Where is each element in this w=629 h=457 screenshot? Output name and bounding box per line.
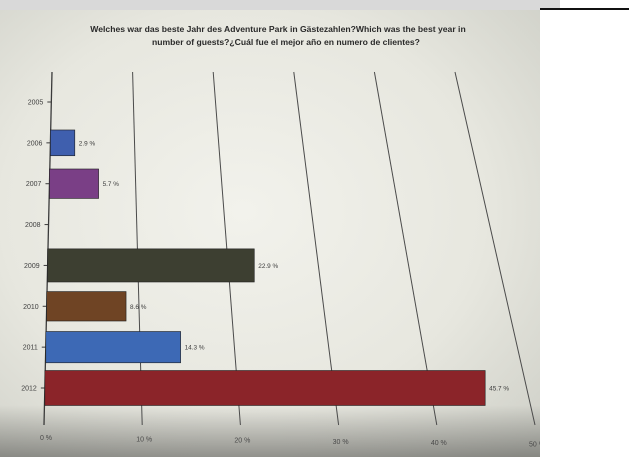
y-tick-label-4: 2009 — [24, 263, 40, 270]
value-label-2006: 2.9 % — [79, 140, 96, 147]
gridline-x-5 — [454, 71, 536, 426]
y-tick-label-7: 2012 — [21, 386, 37, 393]
value-label-2012: 45.7 % — [489, 386, 509, 393]
gridlines — [132, 71, 536, 426]
screen-shadow — [0, 405, 540, 457]
gridline-x-2 — [212, 71, 241, 426]
value-label-2010: 8.6 % — [130, 304, 147, 311]
chart-title-line-1: Welches war das beste Jahr des Adventure… — [90, 24, 465, 34]
bar-2012 — [44, 370, 486, 406]
y-tick-label-2: 2007 — [26, 181, 42, 188]
y-tick-label-0: 2005 — [28, 100, 44, 107]
x-tick-label-3: 30 % — [333, 439, 349, 446]
gridline-x-3 — [293, 71, 340, 426]
y-tick-label-1: 2006 — [27, 140, 43, 147]
bar-2009 — [47, 248, 255, 283]
top-strip — [0, 0, 560, 10]
x-tick-label-0: 0 % — [40, 435, 52, 442]
bar-2010 — [46, 291, 127, 322]
gridline-x-4 — [373, 71, 438, 426]
value-label-2009: 22.9 % — [258, 263, 278, 270]
chart-title-line-2: number of guests?¿Cuál fue el mejor año … — [152, 37, 420, 47]
bar-2006 — [50, 129, 76, 157]
y-tick-label-3: 2008 — [25, 222, 41, 229]
y-tick-label-5: 2010 — [23, 304, 39, 311]
value-label-2007: 5.7 % — [103, 181, 120, 188]
bar-chart-photo: Welches war das beste Jahr des Adventure… — [0, 10, 540, 457]
bar-2011 — [45, 331, 181, 364]
x-tick-label-1: 10 % — [136, 436, 152, 443]
top-rule — [540, 8, 629, 10]
right-margin — [540, 10, 629, 457]
bar-2007 — [49, 168, 99, 199]
labels: 0 % 10 % 20 % 30 % 40 % 50 % 2005 2006 2.9 % 2007… — [21, 100, 540, 449]
x-tick-label-5: 50 % — [529, 442, 540, 449]
y-tick-label-6: 2011 — [23, 345, 38, 352]
value-label-2011: 14.3 % — [185, 345, 205, 352]
bars — [44, 129, 486, 406]
gridline-x-1 — [132, 71, 143, 426]
x-tick-label-4: 40 % — [431, 440, 447, 447]
x-tick-label-2: 20 % — [234, 438, 250, 445]
